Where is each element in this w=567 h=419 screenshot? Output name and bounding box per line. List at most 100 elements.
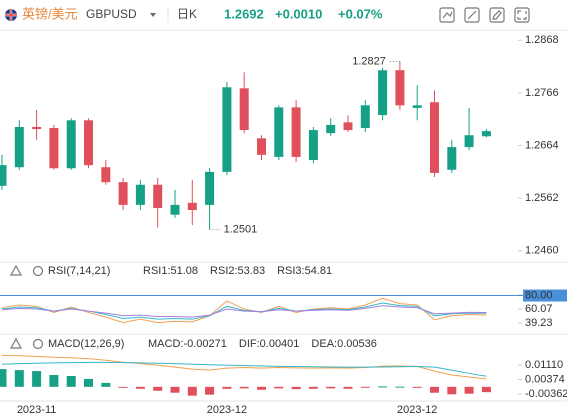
period[interactable]: 日K [177,7,197,21]
reference-label-box [523,289,567,302]
macd-bar [170,386,180,393]
candle-body [32,126,42,130]
legend-entry: DIF:0.00401 [239,338,300,350]
candle-body [291,107,301,157]
macd-bar [0,369,7,387]
macd-bar [257,386,266,390]
y-tick-label: 60.07 [525,303,553,315]
macd-bar [274,386,284,389]
macd-bar [84,378,93,387]
y-tick-label: 1.2766 [525,87,559,99]
candle-body [49,128,59,169]
macd-bar [135,386,145,389]
macd-bar [291,386,301,390]
macd-bar [447,386,457,395]
macd-bar [101,382,111,387]
candle-body [257,138,266,155]
macd-bar [378,386,388,388]
symbol-flag [5,9,17,21]
symbol-code[interactable]: GBPUSD [86,7,137,21]
legend-entry: RSI1:51.08 [143,265,198,277]
candle-body [66,120,76,169]
reference-label: 80.00 [525,289,553,301]
macd-bar [222,386,232,389]
dropdown-arrow[interactable] [150,13,156,17]
candle-body [135,184,145,205]
toolbar [439,7,530,23]
macd-bar [32,371,42,387]
tool-indicator[interactable] [439,7,455,23]
rsi-line [1,305,487,318]
candle-body [205,171,215,205]
y-tick-label: 1.2868 [525,34,559,46]
macd-bar [118,386,128,388]
candle-body [0,165,7,186]
candle-body [14,126,24,168]
macd-bar [464,386,474,394]
macd-line [1,361,487,377]
macd-bar [395,386,405,388]
macd-bar [308,386,318,389]
rsi-settings[interactable] [9,264,44,277]
macd-bar [239,386,249,389]
y-tick-label: 39.23 [525,317,553,329]
macd-bar [14,370,24,387]
candle-body [153,184,163,208]
macd-bar [187,386,197,396]
x-tick-label: 2023-12 [207,404,247,416]
macd-bar [481,386,491,393]
candle-body [222,87,232,172]
x-tick-label: 2023-11 [17,404,57,416]
tool-edit[interactable] [489,7,505,23]
candle-body [378,70,388,116]
symbol-name[interactable]: 英镑/美元 [22,6,78,21]
x-tick-label: 2023-12 [397,404,437,416]
macd-bar [49,375,59,387]
candle-body [326,124,336,134]
macd-bar [205,386,215,395]
price: 1.2692 [224,6,264,21]
macd-bar [153,386,163,391]
macd-line [1,354,487,380]
rsi-title: RSI(7,14,21) [48,265,110,277]
macd-bar [343,386,353,389]
candle-body [412,105,422,108]
candle-body [308,130,318,160]
legend-entry: RSI2:53.83 [210,265,265,277]
legend-entry: MACD:-0.00271 [148,338,227,350]
change: +0.0010 [275,6,322,21]
macd-settings[interactable] [9,337,44,350]
candle-body [274,107,284,157]
macd-bar [66,376,76,387]
candle-body [170,204,180,215]
candle-body [464,135,474,148]
change-pct: +0.07% [338,6,383,21]
macd-bar [430,386,439,393]
candle-body [118,182,128,205]
macd-title: MACD(12,26,9) [48,338,124,350]
candle-body [84,120,93,166]
macd-bar [326,386,336,389]
tool-draw[interactable] [464,7,480,23]
tool-fullscreen[interactable] [514,7,530,23]
min-label: 1.2501 [224,224,258,236]
candle-body [430,102,439,173]
candle-body [447,147,457,170]
candle-body [343,122,353,131]
y-tick-label: 1.2562 [525,192,559,204]
candle-body [101,167,111,183]
legend-entry: RSI3:54.81 [277,265,332,277]
y-tick-label: 1.2460 [525,245,559,257]
candle-body [239,88,249,131]
candle-body [360,105,370,129]
y-tick-label: -0.00362 [525,388,567,400]
max-label: 1.2827 [352,55,386,67]
y-tick-label: 0.01110 [525,359,563,371]
macd-bar [360,386,370,388]
candle-body [187,202,197,211]
candle-body [395,70,405,106]
candle-body [481,131,491,137]
y-tick-label: 0.00374 [525,373,565,385]
legend-entry: DEA:0.00536 [311,338,376,350]
